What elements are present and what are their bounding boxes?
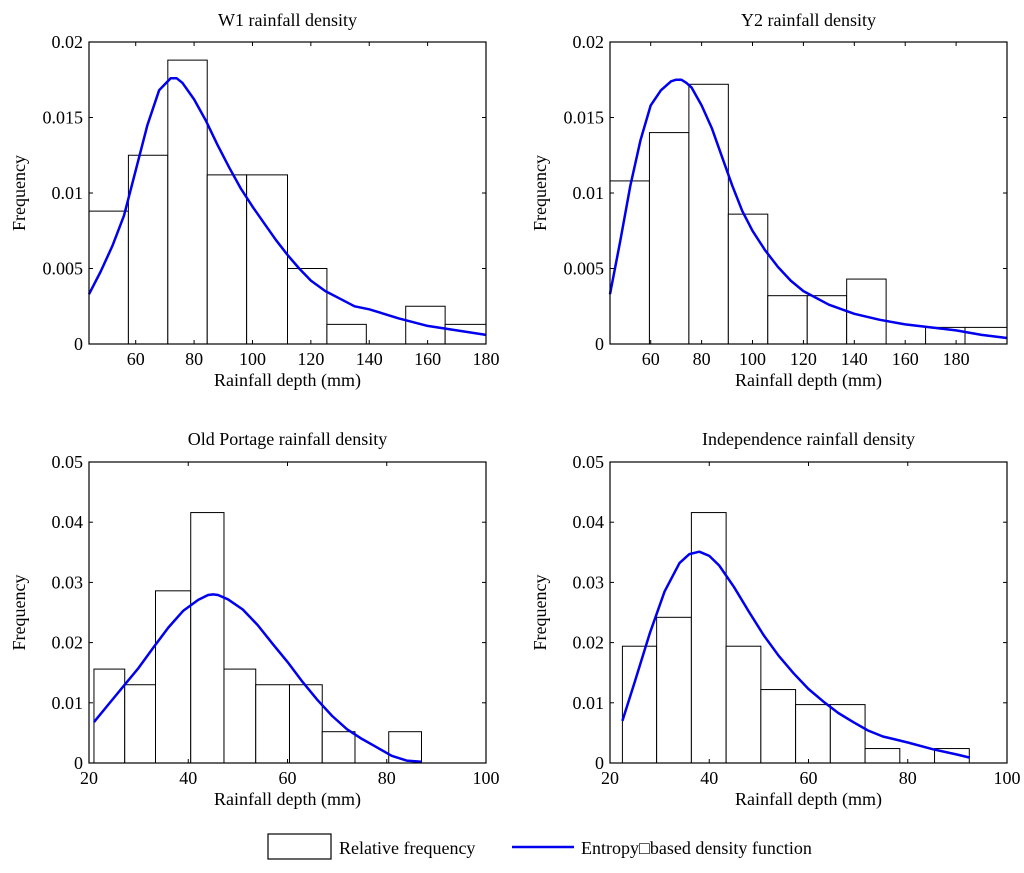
x-tick-label: 60	[127, 349, 145, 369]
x-tick-label: 80	[185, 349, 203, 369]
histogram-bar	[321, 731, 356, 764]
x-tick-label: 60	[800, 768, 818, 788]
y-tick-label: 0.02	[573, 633, 605, 653]
histogram-bar	[206, 174, 248, 345]
y-tick-label: 0.01	[573, 183, 605, 203]
histogram-bar	[690, 512, 727, 764]
y-tick-label: 0.01	[573, 693, 605, 713]
x-axis-label: Rainfall depth (mm)	[214, 370, 361, 391]
chart-panel-4: Independence rainfall density 20 40 60 80 100…	[530, 429, 1021, 810]
histogram-bar	[246, 174, 288, 345]
histogram-bar	[288, 684, 323, 764]
x-tick-label: 140	[841, 349, 868, 369]
x-tick-label: 120	[790, 349, 817, 369]
histogram-bar	[154, 590, 192, 764]
y-tick-label: 0.02	[573, 32, 605, 52]
x-axis-label: Rainfall depth (mm)	[735, 789, 882, 810]
density-curve	[608, 78, 1008, 340]
y-tick-label: 0.04	[573, 512, 605, 532]
histogram-bar	[190, 512, 225, 764]
chart-title: Old Portage rainfall density	[188, 429, 387, 449]
x-tick-label: 80	[378, 768, 396, 788]
y-tick-label: 0.05	[573, 452, 605, 472]
y-tick-label: 0	[595, 753, 604, 773]
y-axis-label: Frequency	[530, 575, 550, 651]
x-tick-label: 140	[356, 349, 383, 369]
x-tick-label: 40	[179, 768, 197, 788]
histogram-bar	[727, 213, 769, 345]
histogram-bar	[88, 210, 129, 345]
y-axis-label: Frequency	[530, 155, 550, 231]
x-tick-label: 160	[414, 349, 441, 369]
x-tick-label: 60	[279, 768, 297, 788]
legend-label-density-function: Entropy□based density function	[581, 838, 812, 858]
chart-title: Y2 rainfall density	[741, 10, 876, 30]
legend-box-swatch	[267, 833, 332, 860]
legend-label-relative-frequency: Relative frequency	[339, 838, 475, 858]
density-curve	[621, 550, 971, 759]
chart-panel-1: W1 rainfall density 60 80 100 120 140 160 180 0 0…	[9, 10, 500, 391]
x-tick-label: 20	[80, 768, 98, 788]
y-axis-label: Frequency	[9, 575, 29, 651]
histogram-bar	[127, 154, 169, 345]
chart-title: Independence rainfall density	[702, 429, 915, 449]
y-tick-label: 0.015	[564, 108, 605, 128]
y-tick-label: 0.04	[52, 512, 84, 532]
legend: Relative frequency Entropy□based density…	[267, 833, 812, 860]
histogram-bar	[648, 132, 690, 345]
histogram-bar	[846, 278, 887, 345]
y-tick-label: 0.05	[52, 452, 84, 472]
y-tick-label: 0.005	[564, 259, 605, 279]
histogram-bar	[656, 616, 692, 764]
x-axis-label: Rainfall depth (mm)	[214, 789, 361, 810]
density-curve	[93, 593, 422, 764]
histogram-bar	[864, 748, 901, 764]
y-tick-label: 0.01	[52, 183, 84, 203]
x-tick-label: 80	[899, 768, 917, 788]
histogram-bar	[124, 684, 156, 764]
y-tick-label: 0.015	[43, 108, 84, 128]
x-tick-label: 120	[297, 349, 324, 369]
chart-panel-3: Old Portage rainfall density 20 40 60 80 100 0…	[9, 429, 500, 810]
x-tick-label: 100	[994, 768, 1021, 788]
panels: W1 rainfall density 60 80 100 120 140 160 180 0 0…	[9, 10, 1021, 810]
x-tick-label: 60	[642, 349, 660, 369]
chart-panel-2: Y2 rainfall density 60 80 100 120 140 160 180 0 0…	[530, 10, 1008, 391]
y-tick-label: 0	[595, 334, 604, 354]
y-tick-label: 0	[74, 334, 83, 354]
density-curve	[87, 76, 487, 337]
y-tick-label: 0.02	[52, 633, 84, 653]
histogram-bar	[829, 704, 866, 764]
y-axis-label: Frequency	[9, 155, 29, 231]
y-tick-label: 0.03	[573, 572, 605, 592]
x-tick-label: 180	[473, 349, 500, 369]
x-tick-label: 100	[739, 349, 766, 369]
y-tick-label: 0.03	[52, 572, 84, 592]
x-tick-label: 20	[601, 768, 619, 788]
x-tick-label: 160	[892, 349, 919, 369]
histogram-bar	[767, 295, 808, 345]
histogram-bar	[760, 689, 797, 764]
histogram-bar	[326, 323, 367, 345]
x-tick-label: 100	[239, 349, 266, 369]
x-tick-label: 180	[943, 349, 970, 369]
y-tick-label: 0.01	[52, 693, 84, 713]
histogram-bar	[287, 268, 328, 345]
chart-title: W1 rainfall density	[218, 10, 357, 30]
x-tick-label: 100	[473, 768, 500, 788]
histogram-bar	[388, 731, 422, 764]
histogram-bar	[688, 83, 729, 345]
x-tick-label: 80	[693, 349, 711, 369]
histogram-bar	[255, 684, 290, 764]
y-tick-label: 0	[74, 753, 83, 773]
histogram-bar	[795, 704, 831, 764]
histogram-bar	[167, 59, 208, 345]
histogram-bar	[725, 645, 762, 764]
y-tick-label: 0.02	[52, 32, 84, 52]
histogram-bar	[223, 668, 257, 764]
x-tick-label: 40	[700, 768, 718, 788]
x-axis-label: Rainfall depth (mm)	[735, 370, 882, 391]
y-tick-label: 0.005	[43, 259, 84, 279]
